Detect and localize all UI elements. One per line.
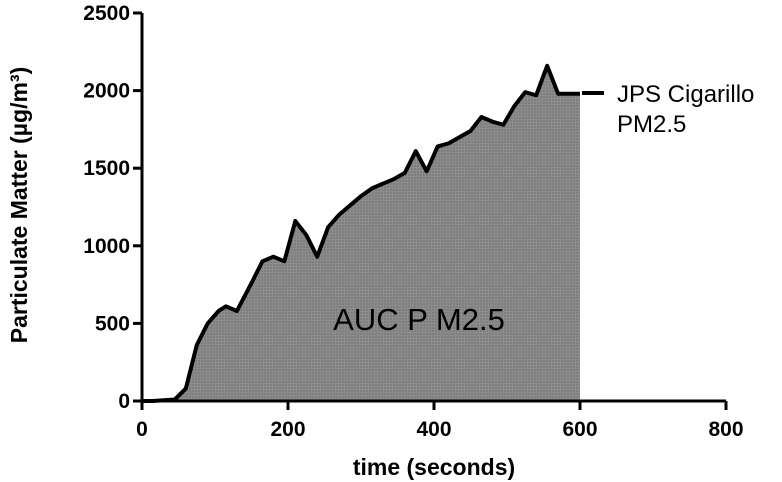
series-line xyxy=(142,63,580,403)
plot-area xyxy=(142,63,580,403)
legend-label-line2: PM2.5 xyxy=(617,111,686,138)
x-tick-label: 800 xyxy=(708,418,743,441)
y-tick-label: 0 xyxy=(118,390,130,413)
axes xyxy=(133,11,728,410)
auc-area xyxy=(142,65,580,401)
y-tick-label: 2000 xyxy=(83,80,130,103)
y-tick-label: 1000 xyxy=(83,235,130,258)
legend-label-line1: JPS Cigarillo xyxy=(617,81,754,108)
tick-labels: 0 200 400 600 800 0 500 1000 1500 2000 2500 xyxy=(83,2,743,441)
y-tick-label: 2500 xyxy=(83,2,130,25)
y-tick-label: 500 xyxy=(95,312,130,335)
x-tick-label: 600 xyxy=(562,418,597,441)
auc-annotation: AUC P M2.5 xyxy=(333,302,505,337)
x-tick-label: 400 xyxy=(416,418,451,441)
y-tick-label: 1500 xyxy=(83,157,130,180)
x-tick-label: 200 xyxy=(270,418,305,441)
x-axis-title: time (seconds) xyxy=(353,454,515,480)
x-tick-label: 0 xyxy=(136,418,148,441)
y-axis-title: Particulate Matter (µg/m³) xyxy=(6,67,32,344)
